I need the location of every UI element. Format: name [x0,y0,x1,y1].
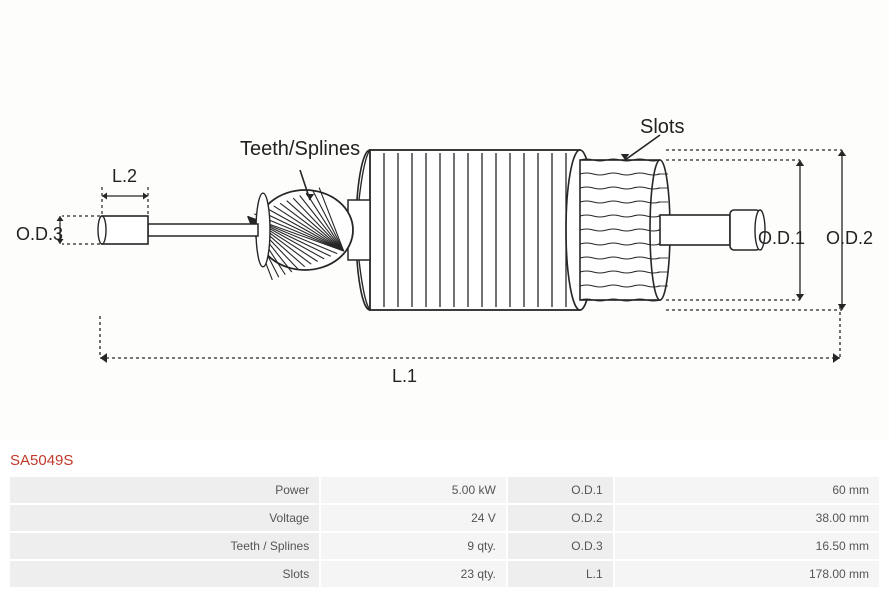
spec-table: Power5.00 kWO.D.160 mmVoltage24 VO.D.238… [8,475,881,589]
spec-label: Slots [10,561,319,587]
spec-value: 5.00 kW [321,477,506,503]
spec-label: Power [10,477,319,503]
spec-label: O.D.3 [508,533,613,559]
label-od1: O.D.1 [758,228,805,249]
table-row: Slots23 qty.L.1178.00 mm [10,561,879,587]
spec-label: L.1 [508,561,613,587]
table-row: Power5.00 kWO.D.160 mm [10,477,879,503]
table-row: Teeth / Splines9 qty.O.D.316.50 mm [10,533,879,559]
armature-diagram [0,0,889,440]
label-l2: L.2 [112,166,137,187]
spec-value: 178.00 mm [615,561,879,587]
spec-value: 24 V [321,505,506,531]
spec-value: 16.50 mm [615,533,879,559]
label-l1: L.1 [392,366,417,387]
table-row: Voltage24 VO.D.238.00 mm [10,505,879,531]
label-slots: Slots [640,116,684,139]
label-od3: O.D.3 [16,224,63,245]
spec-value: 23 qty. [321,561,506,587]
part-number: SA5049S [10,452,73,469]
spec-label: Teeth / Splines [10,533,319,559]
spec-label: O.D.2 [508,505,613,531]
spec-value: 9 qty. [321,533,506,559]
label-teeth: Teeth/Splines [240,138,360,161]
spec-value: 60 mm [615,477,879,503]
diagram-area: Teeth/Splines Slots L.2 O.D.3 O.D.1 O.D.… [0,0,889,440]
spec-label: Voltage [10,505,319,531]
label-od2: O.D.2 [826,228,873,249]
spec-label: O.D.1 [508,477,613,503]
spec-value: 38.00 mm [615,505,879,531]
